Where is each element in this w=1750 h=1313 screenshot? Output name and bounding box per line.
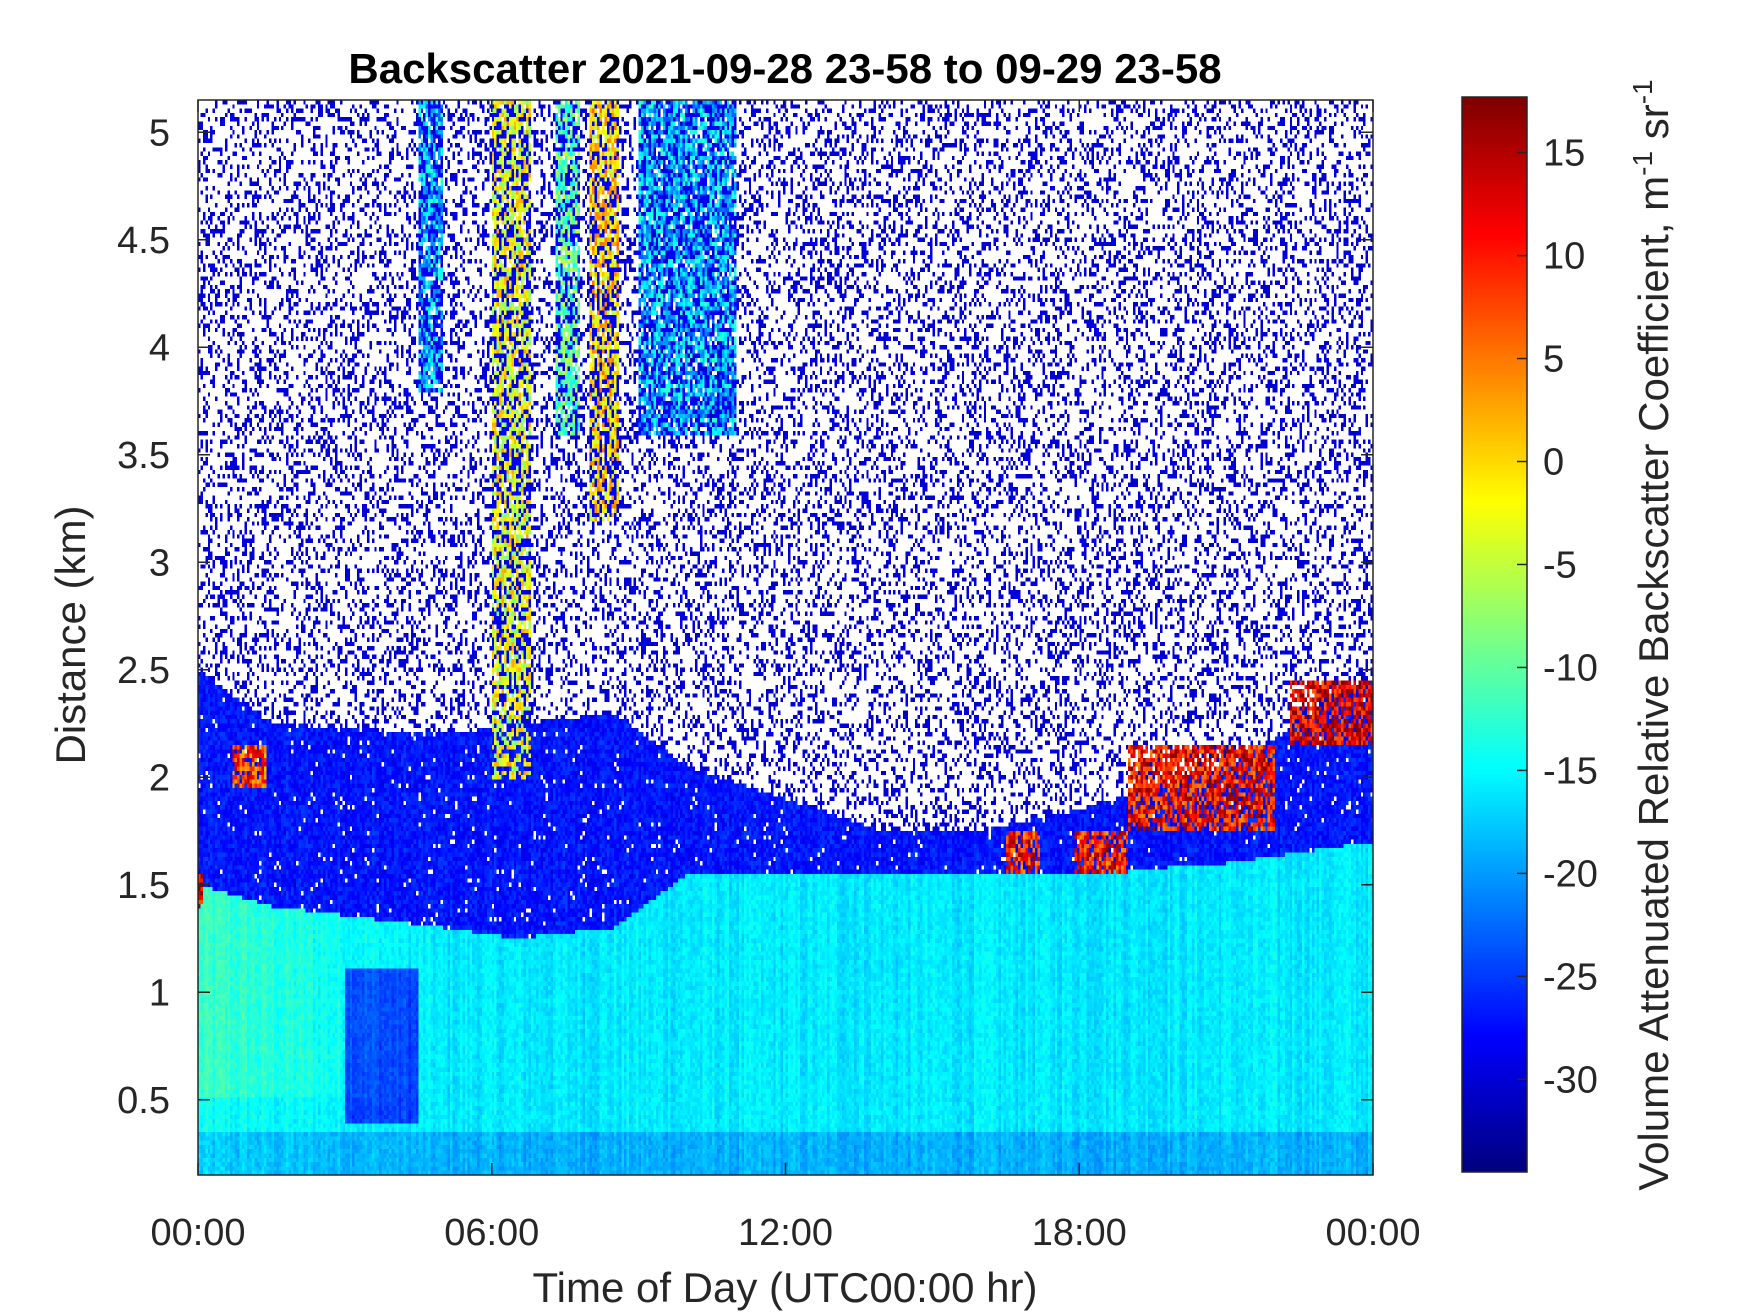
colorbar-tick-label: 15 [1543, 133, 1585, 175]
plot-border [197, 99, 1374, 1176]
y-tick-label: 0.5 [117, 1080, 170, 1122]
colorbar-label: Volume Attenuated Relative Backscatter C… [1627, 79, 1677, 1190]
colorbar-tick-label: -30 [1543, 1059, 1598, 1101]
y-tick-label: 4.5 [117, 220, 170, 262]
x-tick-label: 18:00 [1032, 1212, 1127, 1254]
backscatter-heatmap [198, 100, 1373, 1175]
colorbar-tick-label: 0 [1543, 442, 1564, 484]
x-tick-label: 00:00 [150, 1212, 245, 1254]
colorbar-label-sup1: -1 [1627, 151, 1658, 176]
colorbar-tick-label: -25 [1543, 956, 1598, 998]
x-tick-label: 00:00 [1325, 1212, 1420, 1254]
y-tick-label: 1.5 [117, 865, 170, 907]
x-axis-label: Time of Day (UTC00:00 hr) [533, 1264, 1038, 1311]
y-tick-label: 3 [149, 542, 170, 584]
x-tick-label: 12:00 [738, 1212, 833, 1254]
y-axis: 0.5 1 1.5 2 2.5 3 3.5 4 4.5 5 [117, 112, 1373, 1122]
y-tick-label: 3.5 [117, 435, 170, 477]
axes-frame [197, 96, 1528, 1176]
colorbar-tick-label: -15 [1543, 750, 1598, 792]
colorbar-tick-label: -10 [1543, 647, 1598, 689]
y-tick-label: 2.5 [117, 650, 170, 692]
y-tick-label: 2 [149, 757, 170, 799]
chart-title: Backscatter 2021-09-28 23-58 to 09-29 23… [348, 45, 1221, 92]
colorbar-tick-label: -5 [1543, 544, 1577, 586]
colorbar-axis: 15 10 5 0 -5 -10 -15 -20 -25 -30 [1517, 133, 1598, 1101]
colorbar-tick-label: 10 [1543, 236, 1585, 278]
x-tick-label: 06:00 [444, 1212, 539, 1254]
colorbar-tick-label: 5 [1543, 339, 1564, 381]
y-tick-label: 4 [149, 327, 170, 369]
colorbar-label-main: Volume Attenuated Relative Backscatter C… [1630, 176, 1677, 1191]
colorbar-tick-label: -20 [1543, 853, 1598, 895]
colorbar-gradient [1462, 97, 1527, 1172]
colorbar-label-mid: sr [1630, 104, 1677, 151]
x-axis: 00:00 06:00 12:00 18:00 00:00 [150, 100, 1421, 1254]
colorbar-label-sup2: -1 [1627, 79, 1658, 104]
colorbar-border [1461, 96, 1528, 1173]
y-tick-label: 1 [149, 972, 170, 1014]
y-axis-label: Distance (km) [47, 505, 94, 764]
y-tick-label: 5 [149, 112, 170, 154]
